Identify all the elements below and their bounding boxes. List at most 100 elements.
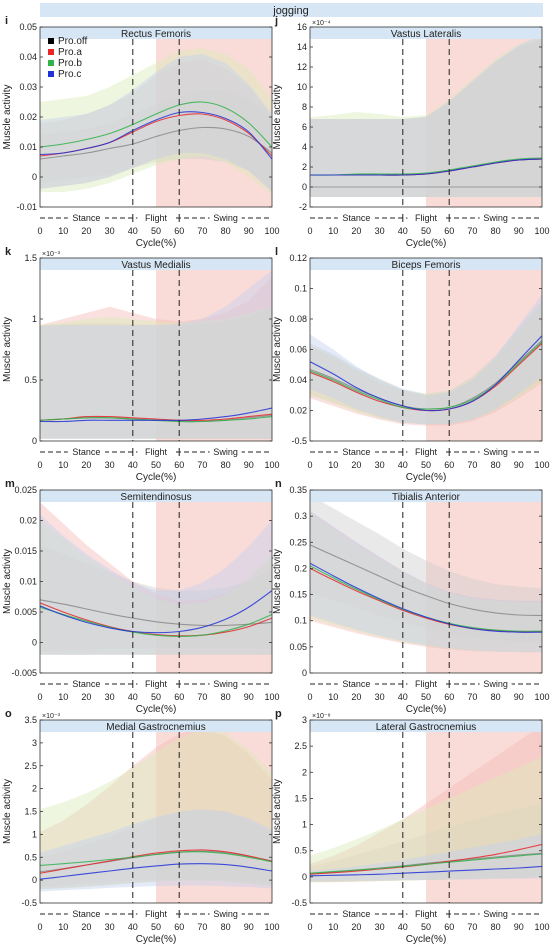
phase-label-bg <box>209 446 242 456</box>
x-tick-label: 10 <box>58 922 68 932</box>
panel-title-bar <box>40 720 272 732</box>
y-tick-label: 0 <box>32 436 37 446</box>
legend-swatch <box>48 38 54 44</box>
x-tick-label: 50 <box>421 460 431 470</box>
y-tick-label: -0.5 <box>291 898 307 908</box>
phase-label-flight: Flight <box>145 909 168 919</box>
x-tick-label: 60 <box>444 460 454 470</box>
x-tick-label: 60 <box>444 922 454 932</box>
y-tick-label: 1.5 <box>294 793 307 803</box>
phase-label-bg <box>67 446 105 456</box>
x-tick-label: 10 <box>328 460 338 470</box>
phase-label-bg <box>137 212 175 222</box>
phase-label-swing: Swing <box>483 213 508 223</box>
y-tick-label: 3 <box>302 715 307 725</box>
panel-title-bar <box>310 258 542 270</box>
panel-letter: p <box>275 708 282 720</box>
x-tick-label: 100 <box>534 460 549 470</box>
y-tick-label: 2 <box>302 767 307 777</box>
phase-label-bg <box>209 212 242 222</box>
phase-label-bg <box>67 678 105 688</box>
y-tick-label: 0.015 <box>14 546 37 556</box>
y-tick-label: 0 <box>32 172 37 182</box>
panel-title-bar <box>40 490 272 502</box>
x-tick-label: 50 <box>421 692 431 702</box>
y-tick-label: 1 <box>32 314 37 324</box>
confidence-band-3 <box>40 270 272 439</box>
y-tick-label: 0.02 <box>289 406 307 416</box>
legend-swatch <box>48 71 54 77</box>
plot-area <box>310 720 542 903</box>
confidence-band-1 <box>310 39 542 197</box>
confidence-band-0 <box>40 306 272 439</box>
x-tick-label: 10 <box>58 226 68 236</box>
x-tick-label: 100 <box>264 692 279 702</box>
x-tick-label: 0 <box>307 922 312 932</box>
y-tick-label: 2.5 <box>24 761 37 771</box>
x-tick-label: 0 <box>37 692 42 702</box>
x-tick-label: 40 <box>398 922 408 932</box>
series-line-0 <box>310 544 542 617</box>
x-tick-label: 90 <box>244 692 254 702</box>
panel-title: Rectus Femoris <box>121 29 191 40</box>
x-tick-label: 60 <box>444 692 454 702</box>
x-tick-label: 20 <box>81 460 91 470</box>
panel-letter: n <box>275 478 282 490</box>
x-tick-label: 20 <box>81 692 91 702</box>
x-tick-label: 60 <box>174 922 184 932</box>
phase-label-stance: Stance <box>72 679 100 689</box>
panel-title-bar <box>310 27 542 39</box>
series-line-3 <box>310 158 542 176</box>
x-tick-label: 80 <box>221 692 231 702</box>
y-tick-label: -0.5 <box>291 436 307 446</box>
phase-label-bg <box>337 908 375 918</box>
x-tick-label: 30 <box>105 692 115 702</box>
x-tick-label: 40 <box>128 692 138 702</box>
confidence-band-1 <box>40 60 272 192</box>
series-line-2 <box>40 101 272 148</box>
x-tick-label: 70 <box>467 460 477 470</box>
y-tick-label: 0.06 <box>289 345 307 355</box>
x-tick-label: 50 <box>151 226 161 236</box>
x-tick-label: 90 <box>514 226 524 236</box>
panel-p: Lateral Gastrocnemius -0.5 0 0.5 1 1.5 2 2.5 3 ×1… <box>272 708 550 945</box>
confidence-band-3 <box>310 35 542 197</box>
phase-label-stance: Stance <box>342 447 370 457</box>
y-tick-label: 2 <box>302 162 307 172</box>
swing-region <box>426 720 542 903</box>
y-axis-label: Muscle activity <box>272 317 283 382</box>
x-tick-label: 40 <box>128 226 138 236</box>
y-scale-label: ×10⁻³ <box>42 713 61 720</box>
panel-title: Semitendinosus <box>120 492 191 503</box>
y-tick-label: 0.05 <box>289 642 307 652</box>
x-tick-label: 20 <box>81 922 91 932</box>
panel-letter: o <box>5 708 12 720</box>
panel-n: Tibialis Anterior 0 0.05 0.1 0.15 0.2 0.25 0.3 0… <box>272 478 550 715</box>
panel-o: Medial Gastrocnemius -0.5 0 0.5 1 1.5 2 2.5 3 3.5… <box>2 708 280 945</box>
x-tick-label: 0 <box>37 460 42 470</box>
y-tick-label: 0.03 <box>19 82 37 92</box>
axes-frame <box>309 719 543 904</box>
x-tick-label: 50 <box>421 922 431 932</box>
confidence-band-3 <box>40 809 272 892</box>
phase-label-stance: Stance <box>72 213 100 223</box>
y-tick-label: -0.005 <box>11 668 37 678</box>
y-tick-label: 2 <box>32 784 37 794</box>
confidence-band-2 <box>40 306 272 439</box>
x-tick-label: 0 <box>307 460 312 470</box>
x-tick-label: 0 <box>37 226 42 236</box>
y-tick-label: 0.15 <box>289 590 307 600</box>
phase-label-bg <box>479 446 512 456</box>
x-tick-label: 60 <box>174 226 184 236</box>
x-tick-label: 50 <box>151 460 161 470</box>
phase-label-flight: Flight <box>415 679 438 689</box>
x-tick-label: 30 <box>375 460 385 470</box>
x-tick-label: 100 <box>534 922 549 932</box>
swing-region <box>156 720 272 903</box>
x-tick-label: 50 <box>151 692 161 702</box>
phase-label-bg <box>479 678 512 688</box>
y-tick-label: 16 <box>297 22 307 32</box>
x-tick-label: 20 <box>351 226 361 236</box>
y-tick-label: 0 <box>32 875 37 885</box>
series-line-3 <box>310 335 542 412</box>
